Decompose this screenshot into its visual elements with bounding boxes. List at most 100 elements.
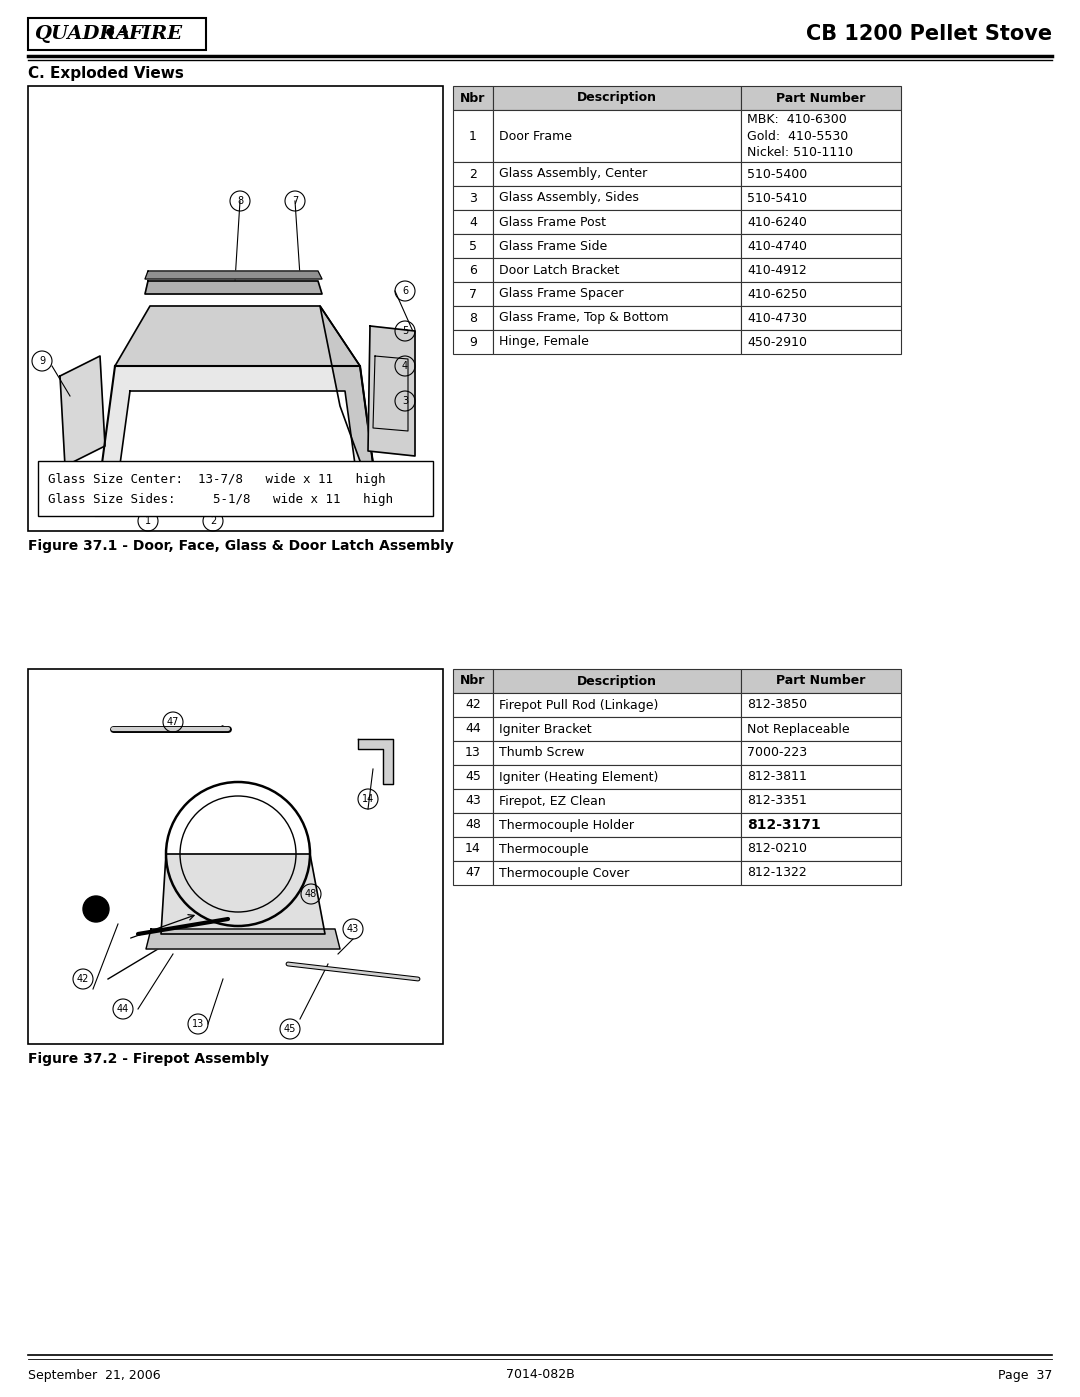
Text: Thumb Screw: Thumb Screw	[499, 746, 584, 760]
Bar	[492, 740, 741, 766]
Text: 7014-082B: 7014-082B	[505, 1369, 575, 1382]
Text: 47: 47	[166, 717, 179, 726]
Polygon shape	[368, 326, 415, 455]
Bar	[741, 235, 901, 258]
Text: Part Number: Part Number	[777, 675, 866, 687]
Text: 1: 1	[145, 515, 151, 527]
Text: 410-6240: 410-6240	[747, 215, 807, 229]
Text: Igniter (Heating Element): Igniter (Heating Element)	[499, 771, 659, 784]
Text: 43: 43	[347, 923, 360, 935]
Bar	[453, 693, 492, 717]
Text: Nbr: Nbr	[460, 91, 486, 105]
Text: 44: 44	[117, 1004, 130, 1014]
Text: 812-3171: 812-3171	[747, 819, 821, 833]
Bar	[492, 669, 741, 693]
Bar	[453, 87, 492, 110]
Text: 410-6250: 410-6250	[747, 288, 807, 300]
Bar	[28, 18, 206, 50]
Bar	[492, 87, 741, 110]
Text: 4: 4	[402, 360, 408, 372]
Text: Glass Frame, Top & Bottom: Glass Frame, Top & Bottom	[499, 312, 669, 324]
Text: 812-3351: 812-3351	[747, 795, 807, 807]
Text: Description: Description	[577, 675, 657, 687]
Bar	[492, 861, 741, 886]
Polygon shape	[60, 356, 105, 467]
Bar	[453, 717, 492, 740]
Text: Figure 37.2 - Firepot Assembly: Figure 37.2 - Firepot Assembly	[28, 1052, 269, 1066]
Text: Glass Size Center:  13-7/8   wide x 11   high: Glass Size Center: 13-7/8 wide x 11 high	[48, 474, 386, 486]
Text: Glass Size Sides:     5-1/8   wide x 11   high: Glass Size Sides: 5-1/8 wide x 11 high	[48, 493, 393, 506]
Bar	[453, 186, 492, 210]
Bar	[453, 162, 492, 186]
Bar	[453, 789, 492, 813]
Bar	[492, 110, 741, 162]
Bar	[741, 693, 901, 717]
Text: 812-3811: 812-3811	[747, 771, 807, 784]
Bar	[492, 789, 741, 813]
Circle shape	[83, 895, 109, 922]
Polygon shape	[161, 854, 325, 935]
Text: 42: 42	[77, 974, 90, 983]
Text: Firepot Pull Rod (Linkage): Firepot Pull Rod (Linkage)	[499, 698, 659, 711]
Text: Figure 37.1 - Door, Face, Glass & Door Latch Assembly: Figure 37.1 - Door, Face, Glass & Door L…	[28, 539, 454, 553]
Text: 3: 3	[402, 395, 408, 407]
Polygon shape	[357, 739, 393, 784]
Text: 3: 3	[469, 191, 477, 204]
Text: 9: 9	[39, 356, 45, 366]
Bar	[453, 740, 492, 766]
Text: 2: 2	[469, 168, 477, 180]
Bar	[453, 766, 492, 789]
Text: 1: 1	[469, 130, 477, 142]
Text: 510-5410: 510-5410	[747, 191, 807, 204]
Bar	[492, 837, 741, 861]
Bar	[741, 306, 901, 330]
Bar	[492, 235, 741, 258]
Bar	[741, 861, 901, 886]
Text: 450-2910: 450-2910	[747, 335, 807, 348]
Polygon shape	[114, 391, 360, 502]
Text: 48: 48	[465, 819, 481, 831]
Text: 43: 43	[465, 795, 481, 807]
Text: Thermocouple Holder: Thermocouple Holder	[499, 819, 634, 831]
Bar	[453, 235, 492, 258]
Text: Glass Frame Post: Glass Frame Post	[499, 215, 606, 229]
Bar	[453, 258, 492, 282]
Text: C. Exploded Views: C. Exploded Views	[28, 66, 184, 81]
Bar	[741, 186, 901, 210]
Polygon shape	[320, 306, 380, 515]
Bar	[741, 717, 901, 740]
Text: Hinge, Female: Hinge, Female	[499, 335, 589, 348]
Bar	[492, 330, 741, 353]
Bar	[741, 789, 901, 813]
Polygon shape	[145, 281, 322, 293]
Bar	[741, 162, 901, 186]
Bar	[492, 813, 741, 837]
Text: 45: 45	[284, 1024, 296, 1034]
Text: Firepot, EZ Clean: Firepot, EZ Clean	[499, 795, 606, 807]
Text: 14: 14	[362, 793, 374, 805]
Text: 48: 48	[305, 888, 318, 900]
Bar	[492, 766, 741, 789]
Bar	[741, 258, 901, 282]
Bar	[741, 330, 901, 353]
Text: Part Number: Part Number	[777, 91, 866, 105]
Text: 410-4740: 410-4740	[747, 239, 807, 253]
Bar	[492, 717, 741, 740]
Text: Nbr: Nbr	[460, 675, 486, 687]
Text: –: –	[118, 22, 127, 41]
Text: 45: 45	[465, 771, 481, 784]
Bar	[453, 282, 492, 306]
Bar	[28, 669, 443, 1044]
Bar	[453, 330, 492, 353]
Bar	[453, 861, 492, 886]
Text: 8: 8	[469, 312, 477, 324]
Text: Door Latch Bracket: Door Latch Bracket	[499, 264, 619, 277]
Text: 812-1322: 812-1322	[747, 866, 807, 880]
Text: Igniter Bracket: Igniter Bracket	[499, 722, 592, 735]
Text: •: •	[103, 24, 117, 43]
Bar	[38, 461, 433, 515]
Bar	[741, 813, 901, 837]
Bar	[453, 813, 492, 837]
Text: Description: Description	[577, 91, 657, 105]
Bar	[741, 766, 901, 789]
